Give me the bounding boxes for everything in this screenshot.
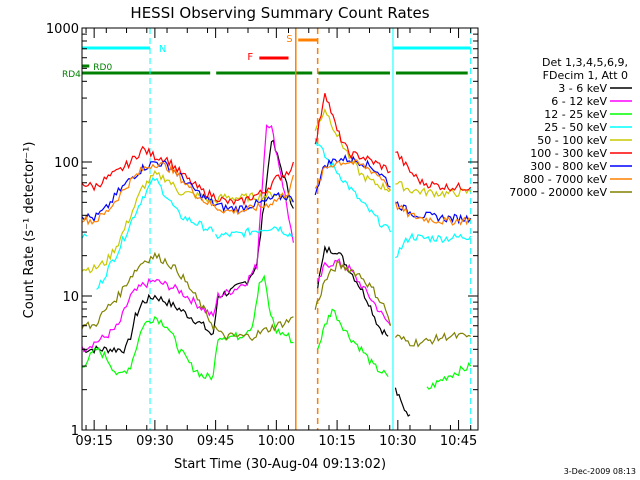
legend-entry-label-2: 12 - 25 keV — [544, 108, 607, 121]
series-line-4-seg-1 — [314, 107, 391, 193]
series-line-3-seg-1 — [96, 176, 214, 290]
series-line-0-seg-1 — [317, 244, 389, 337]
series-line-3-seg-2 — [215, 225, 294, 240]
legend-header-1: FDecim 1, Att 0 — [543, 69, 628, 82]
rd4-flag-label: RD4 — [62, 70, 81, 80]
series-line-4-seg-2 — [395, 180, 472, 199]
s-flag-label: S — [286, 34, 292, 45]
series-line-0-seg-0 — [81, 139, 294, 355]
legend-entry-label-5: 100 - 300 keV — [530, 147, 607, 160]
footer-date: 3-Dec-2009 08:13 — [564, 467, 636, 476]
series-line-5-seg-0 — [81, 145, 294, 206]
night-saa-markers — [81, 28, 472, 430]
series-line-4-seg-0 — [81, 169, 294, 274]
series-line-0-seg-2 — [394, 387, 411, 417]
series-line-1-seg-0 — [81, 124, 294, 353]
f-flag-label: F — [247, 52, 253, 63]
series-line-8-seg-1 — [314, 261, 392, 326]
n-flag-label: N — [159, 44, 166, 55]
rd0-flag-label: RD0 — [93, 63, 112, 73]
x-tick-label-6: 10:45 — [440, 434, 477, 449]
chart-title: HESSI Observing Summary Count Rates — [130, 4, 429, 22]
x-tick-label-2: 09:45 — [197, 434, 234, 449]
series-line-5-seg-1 — [314, 93, 391, 174]
series-line-7-seg-0 — [81, 162, 294, 226]
y-tick-label-2: 100 — [54, 156, 79, 171]
series-line-6-seg-0 — [81, 160, 294, 223]
legend-entry-label-6: 300 - 800 keV — [530, 160, 607, 173]
plot-frame — [81, 27, 479, 431]
x-axis-label: Start Time (30-Aug-04 09:13:02) — [174, 457, 386, 472]
series-line-2-seg-2 — [426, 361, 472, 390]
x-tick-label-0: 09:15 — [75, 434, 112, 449]
y-tick-label-0: 1 — [71, 424, 79, 439]
x-tick-label-5: 10:30 — [379, 434, 416, 449]
series-line-2-seg-1 — [317, 308, 389, 378]
observing-flags: N S F RD0 RD4 — [62, 34, 471, 80]
legend-entry-label-3: 25 - 50 keV — [544, 121, 607, 134]
series-line-3-seg-3 — [314, 138, 392, 233]
y-tick-label-3: 1000 — [46, 22, 79, 37]
axes: 09:15 09:30 09:45 10:00 10:15 10:30 10:45 1 10 10… — [46, 22, 478, 449]
series-line-2-seg-0 — [82, 274, 294, 381]
x-tick-label-1: 09:30 — [136, 434, 173, 449]
y-axis-label: Count Rate (s⁻¹ detector⁻¹) — [22, 142, 37, 319]
legend-entry-label-0: 3 - 6 keV — [558, 82, 607, 95]
legend-entry-label-4: 50 - 100 keV — [537, 134, 607, 147]
series-line-3-seg-0 — [81, 233, 88, 239]
series-line-5-seg-2 — [395, 151, 472, 192]
series-line-8-seg-0 — [81, 251, 294, 342]
series-line-7-seg-1 — [314, 158, 391, 191]
series-line-6-seg-2 — [395, 201, 472, 225]
series-lines — [81, 93, 472, 417]
series-line-3-seg-4 — [395, 232, 472, 259]
legend-header-0: Det 1,3,4,5,6,9, — [542, 56, 628, 69]
x-tick-label-3: 10:00 — [258, 434, 295, 449]
legend-entry-label-8: 7000 - 20000 keV — [509, 186, 607, 199]
legend-entry-label-1: 6 - 12 keV — [551, 95, 607, 108]
series-line-6-seg-1 — [314, 154, 391, 196]
series-line-7-seg-2 — [394, 201, 472, 226]
series-line-8-seg-2 — [394, 331, 471, 348]
legend-entry-label-7: 800 - 7000 keV — [523, 173, 607, 186]
x-tick-label-4: 10:15 — [318, 434, 355, 449]
y-tick-label-1: 10 — [62, 290, 79, 305]
legend: Det 1,3,4,5,6,9,FDecim 1, Att 03 - 6 keV… — [509, 56, 632, 199]
